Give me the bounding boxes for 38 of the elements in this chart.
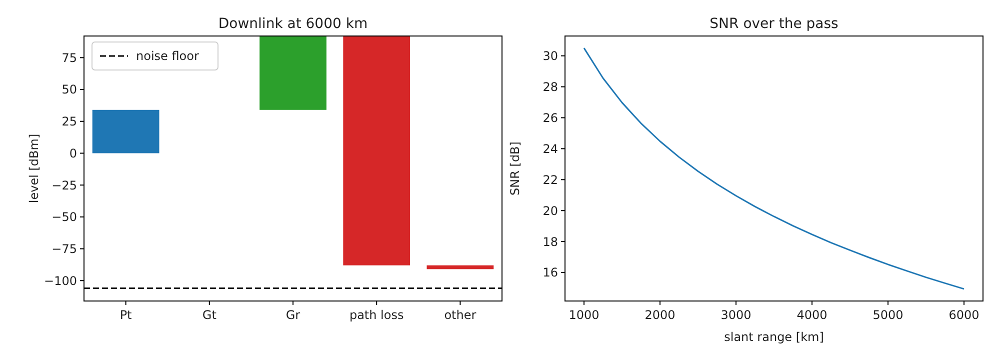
- y-tick-label: 50: [62, 82, 77, 97]
- y-tick-label: 26: [542, 110, 558, 125]
- y-tick-label: 28: [542, 80, 558, 94]
- x-tick-label: 1000: [568, 308, 600, 322]
- x-tick-label: 2000: [644, 308, 676, 322]
- x-tick-label: 4000: [796, 308, 828, 322]
- y-tick-label: 18: [542, 234, 558, 249]
- bar: [92, 110, 160, 154]
- y-tick-label: −50: [52, 210, 77, 224]
- y-tick-label: −75: [52, 242, 77, 256]
- y-tick-label: 22: [542, 172, 558, 187]
- x-axis-title: slant range [km]: [724, 330, 824, 344]
- chart-title: Downlink at 6000 km: [218, 16, 368, 32]
- x-tick-label: other: [444, 308, 476, 322]
- x-tick-label: 6000: [948, 308, 980, 322]
- y-tick-label: 25: [62, 114, 77, 129]
- line-series: [583, 47, 965, 290]
- x-tick-label: 5000: [872, 308, 904, 322]
- chart-title: SNR over the pass: [710, 16, 838, 32]
- y-tick-label: −100: [44, 274, 77, 288]
- y-axis-title: level [dBm]: [27, 134, 41, 204]
- x-tick-label: Gt: [202, 308, 217, 322]
- y-axis-title: SNR [dB]: [508, 142, 522, 196]
- bar: [343, 36, 410, 266]
- bar: [260, 36, 326, 110]
- legend-label: noise floor: [136, 49, 199, 63]
- x-tick-label: path loss: [349, 308, 404, 322]
- x-tick-label: Pt: [120, 308, 132, 322]
- x-tick-label: Gr: [286, 308, 300, 322]
- bar: [426, 265, 494, 270]
- y-tick-label: 20: [542, 204, 558, 218]
- y-tick-label: 16: [542, 266, 558, 280]
- y-tick-label: 30: [542, 49, 558, 64]
- y-tick-label: 24: [542, 142, 558, 156]
- y-tick-label: 75: [62, 50, 77, 65]
- y-tick-label: 0: [69, 146, 77, 160]
- x-tick-label: 3000: [720, 308, 752, 322]
- y-tick-label: −25: [52, 178, 77, 192]
